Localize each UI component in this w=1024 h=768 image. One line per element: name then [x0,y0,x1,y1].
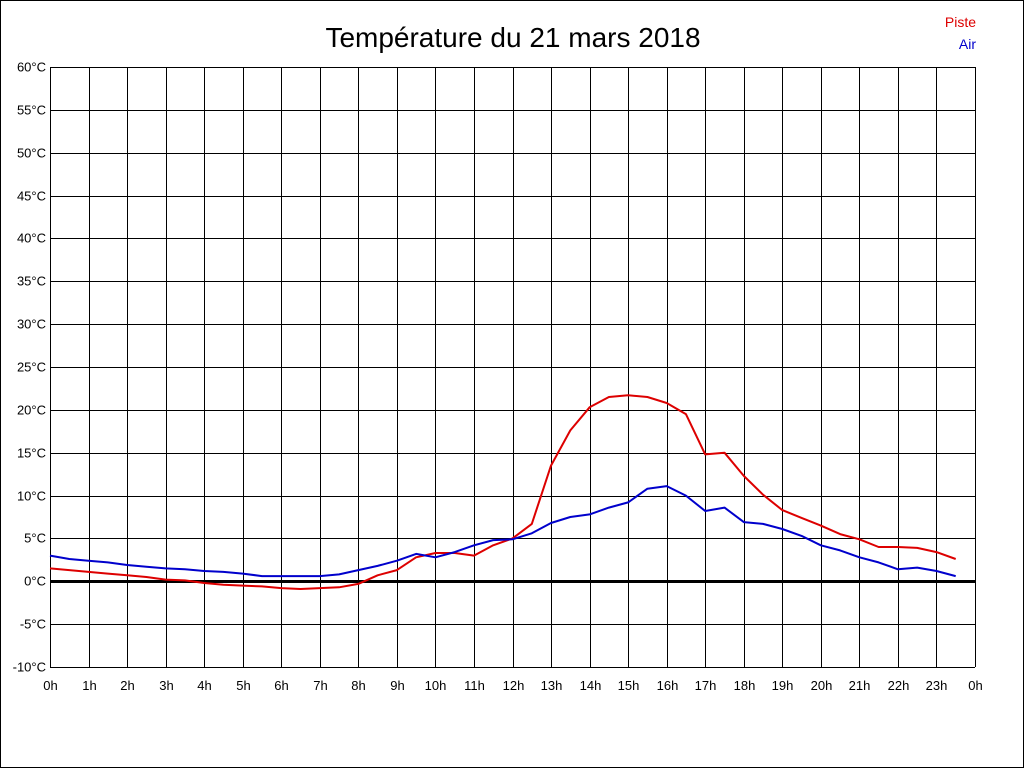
x-tick-label: 10h [425,678,447,693]
x-tick-label: 18h [734,678,756,693]
x-axis-tick-labels: 0h 1h 2h 3h 4h 5h 6h 7h 8h 9h 10h 11h 12h 13h 14h 15h 16… [43,678,982,693]
y-tick-label: 15°C [17,446,46,461]
x-tick-label: 13h [541,678,563,693]
x-tick-label: 11h [464,678,485,693]
x-tick-label: 12h [503,678,525,693]
legend-entry-air: Air [959,36,976,52]
y-tick-label: 60°C [17,60,46,75]
y-tick-label: 20°C [17,403,46,418]
y-tick-label: 10°C [17,489,46,504]
x-tick-label: 19h [772,678,794,693]
legend-entry-piste: Piste [945,14,976,30]
x-tick-label: 14h [580,678,602,693]
x-tick-label: 22h [888,678,910,693]
y-tick-label: 35°C [17,274,46,289]
y-tick-label: 5°C [24,531,46,546]
y-tick-label: -10°C [13,660,46,675]
x-tick-label: 9h [390,678,404,693]
x-tick-label: 15h [618,678,640,693]
x-tick-label: 6h [274,678,288,693]
x-tick-label: 0h [968,678,982,693]
x-tick-label: 3h [159,678,173,693]
x-tick-label: 17h [695,678,717,693]
x-tick-label: 4h [197,678,211,693]
y-tick-label: 25°C [17,360,46,375]
series-line-piste [49,394,957,590]
y-tick-label: 55°C [17,103,46,118]
legend: Piste Air [945,14,976,52]
x-tick-label: 21h [849,678,871,693]
grid-layer [50,67,976,668]
series-layer [49,394,957,590]
y-tick-label: 0°C [24,574,46,589]
y-tick-label: 50°C [17,146,46,161]
y-tick-label: -5°C [20,617,46,632]
x-tick-label: 0h [43,678,57,693]
chart-title: Température du 21 mars 2018 [325,22,700,53]
x-tick-label: 2h [120,678,134,693]
y-tick-label: 30°C [17,317,46,332]
x-tick-label: 16h [657,678,679,693]
x-tick-label: 23h [926,678,948,693]
y-axis-tick-labels: -10°C -5°C 0°C 5°C 10°C 15°C 20°C 25°C 30°C 35°C 4… [13,60,46,675]
series-line-air [49,485,956,578]
x-tick-label: 20h [811,678,833,693]
x-tick-label: 8h [351,678,365,693]
x-tick-label: 5h [236,678,250,693]
y-tick-label: 40°C [17,231,46,246]
x-tick-label: 7h [313,678,327,693]
y-tick-label: 45°C [17,189,46,204]
x-tick-label: 1h [82,678,96,693]
